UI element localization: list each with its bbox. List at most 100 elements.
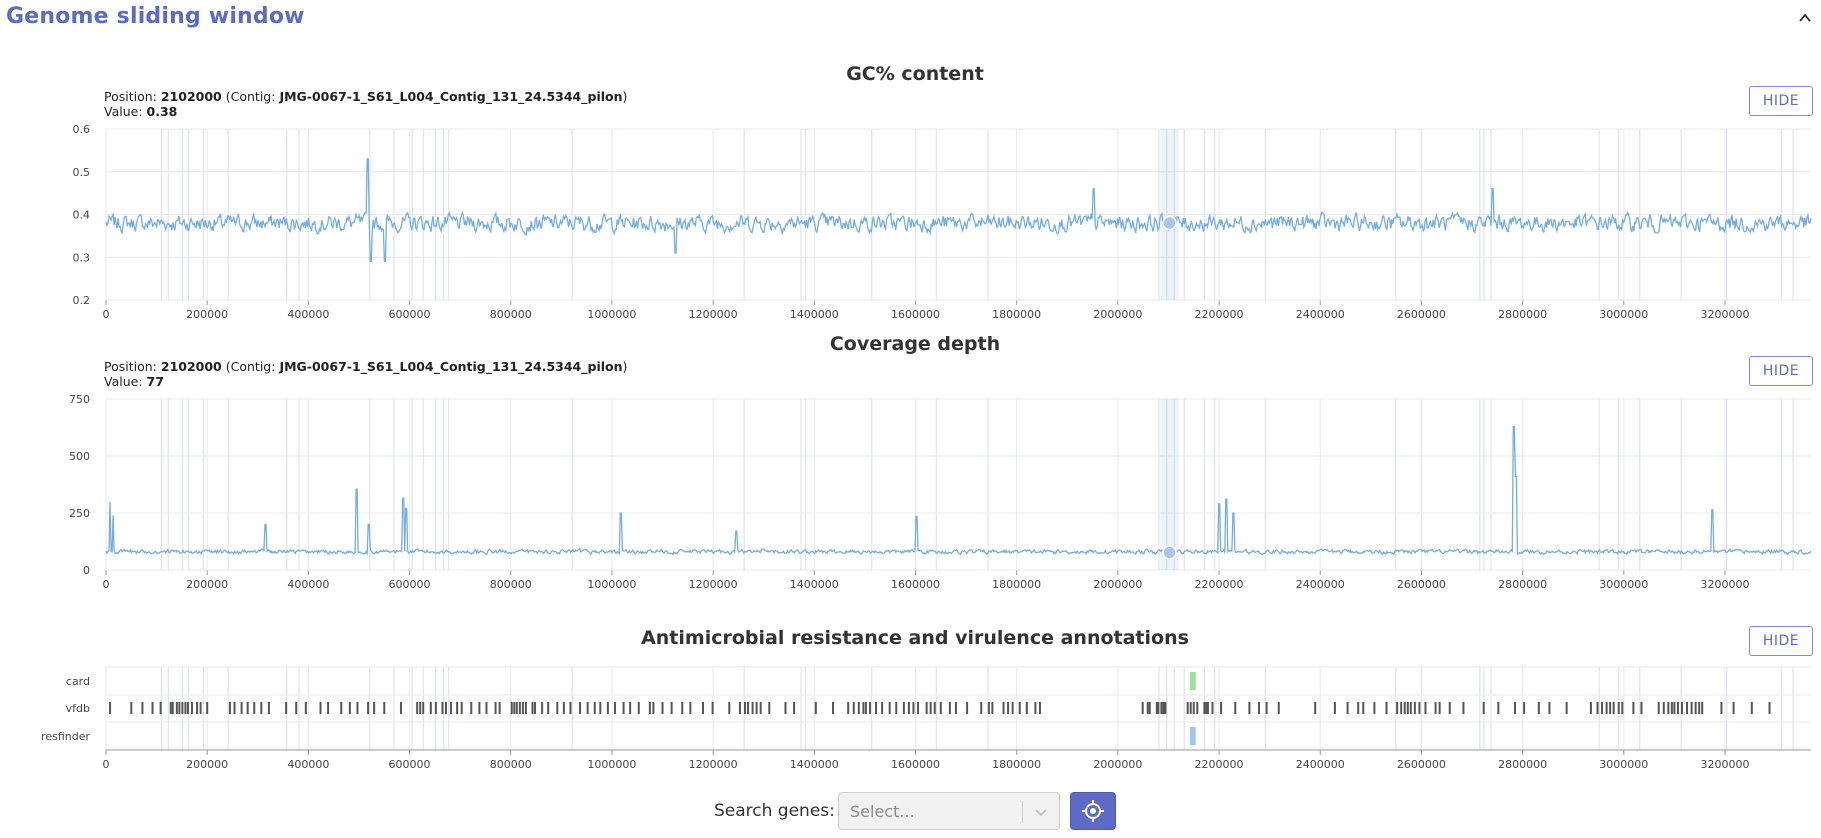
track-feature-vfdb (629, 702, 632, 714)
track-feature-vfdb (130, 702, 133, 714)
track-feature-vfdb (1601, 702, 1604, 714)
contig-boundary (227, 667, 229, 750)
track-feature-vfdb (541, 702, 544, 714)
track-feature-vfdb (175, 702, 178, 714)
contig-boundary (202, 399, 205, 570)
gc-value: 0.38 (146, 104, 178, 119)
track-feature-vfdb (1025, 702, 1028, 714)
x-tick-label: 1200000 (689, 578, 738, 591)
track-feature-vfdb (524, 702, 527, 714)
track-feature-vfdb (151, 702, 154, 714)
x-tick-label: 800000 (490, 758, 532, 771)
gc-series-line (105, 158, 1812, 263)
contig-boundary (1792, 399, 1794, 570)
x-tick-label: 2000000 (1093, 758, 1142, 771)
track-feature-vfdb (652, 702, 655, 714)
track-feature-vfdb (1141, 702, 1144, 714)
chevron-up-icon[interactable] (1797, 10, 1813, 26)
x-tick-label: 2600000 (1397, 308, 1446, 321)
x-tick-label: 1800000 (992, 758, 1041, 771)
track-feature-vfdb (348, 702, 351, 714)
track-feature-vfdb (1565, 702, 1568, 714)
track-feature-vfdb (1589, 702, 1592, 714)
contig-boundary (1638, 667, 1641, 750)
contig-boundary (1183, 399, 1186, 570)
track-feature-vfdb (1018, 702, 1021, 714)
track-feature-vfdb (1670, 702, 1673, 714)
contig-boundary (298, 399, 300, 570)
track-feature-vfdb (1203, 702, 1206, 714)
x-tick-label: 200000 (186, 578, 228, 591)
track-label-vfdb: vfdb (66, 702, 90, 715)
annotation-hide-button[interactable]: HIDE (1749, 626, 1813, 656)
track-feature-vfdb (991, 702, 994, 714)
track-feature-vfdb (1160, 702, 1163, 714)
contig-boundary (1395, 399, 1397, 570)
contig-boundary (202, 667, 205, 750)
contig-boundary (1792, 667, 1794, 750)
track-feature-vfdb (1418, 702, 1421, 714)
track-feature-vfdb (606, 702, 609, 714)
track-feature-vfdb (1265, 702, 1268, 714)
contig-boundary (1264, 399, 1266, 570)
gc-content-chart[interactable]: 0 200000 400000 600000 800000 1000000 1200000 1… (0, 0, 1821, 330)
track-feature-vfdb (233, 702, 236, 714)
track-feature-vfdb (895, 702, 898, 714)
x-tick-label: 800000 (490, 308, 532, 321)
track-feature-vfdb (888, 702, 891, 714)
track-feature-vfdb (637, 702, 640, 714)
track-feature-vfdb (1657, 702, 1660, 714)
x-tick-label: 2800000 (1498, 578, 1547, 591)
annotation-tracks-chart[interactable]: 0 200000 400000 600000 800000 1000000 1200000 1… (0, 0, 1821, 780)
track-feature-vfdb (569, 702, 572, 714)
x-tick-label: 3000000 (1599, 578, 1648, 591)
track-feature-vfdb (759, 702, 762, 714)
x-tick-label: 600000 (389, 578, 431, 591)
track-feature-vfdb (494, 702, 497, 714)
track-feature-vfdb (738, 702, 741, 714)
track-feature-vfdb (1189, 702, 1192, 714)
track-feature-vfdb (295, 702, 298, 714)
x-tick-label: 1600000 (891, 758, 940, 771)
gene-select[interactable]: Select... (838, 792, 1060, 830)
coverage-series-line (105, 425, 1812, 556)
track-feature-vfdb (327, 702, 330, 714)
gc-hide-button[interactable]: HIDE (1749, 86, 1813, 116)
track-label-card: card (66, 675, 90, 688)
track-feature-vfdb (547, 702, 550, 714)
x-tick-label: 200000 (186, 308, 228, 321)
coverage-hide-button[interactable]: HIDE (1749, 356, 1813, 386)
track-feature-vfdb (285, 702, 288, 714)
track-feature-vfdb (1155, 702, 1158, 714)
track-feature-vfdb (1750, 702, 1753, 714)
contig-boundary (1483, 399, 1485, 570)
track-feature-vfdb (510, 702, 513, 714)
track-feature-vfdb (1038, 702, 1041, 714)
x-tick-label: 1000000 (587, 308, 636, 321)
contig-boundary (571, 399, 573, 570)
x-tick-label: 2600000 (1397, 758, 1446, 771)
hover-band (1160, 399, 1179, 570)
track-feature-vfdb (1632, 702, 1635, 714)
track-feature-vfdb (1186, 702, 1189, 714)
contig-boundary (1203, 399, 1206, 570)
contig-boundary (1490, 667, 1492, 750)
contig-boundary (1173, 667, 1175, 750)
track-feature-vfdb (1406, 702, 1409, 714)
track-feature-vfdb (1667, 702, 1670, 714)
track-feature-vfdb (1609, 702, 1612, 714)
track-feature-vfdb (1673, 702, 1676, 714)
track-feature-vfdb (954, 702, 957, 714)
coverage-panel-title: Coverage depth (829, 333, 1001, 355)
track-feature-vfdb (373, 702, 376, 714)
track-feature-vfdb (1234, 702, 1237, 714)
track-feature-vfdb (1548, 702, 1551, 714)
coverage-depth-chart[interactable]: 0 200000 400000 600000 800000 1000000 1200000 1… (0, 0, 1821, 600)
track-feature-vfdb (1248, 702, 1251, 714)
track-feature-vfdb (1011, 702, 1014, 714)
contig-boundary (1479, 667, 1481, 750)
chevron-down-icon[interactable] (1033, 804, 1049, 824)
y-tick-label: 250 (69, 507, 90, 520)
locate-gene-button[interactable] (1070, 792, 1116, 830)
track-feature-vfdb (702, 702, 705, 714)
